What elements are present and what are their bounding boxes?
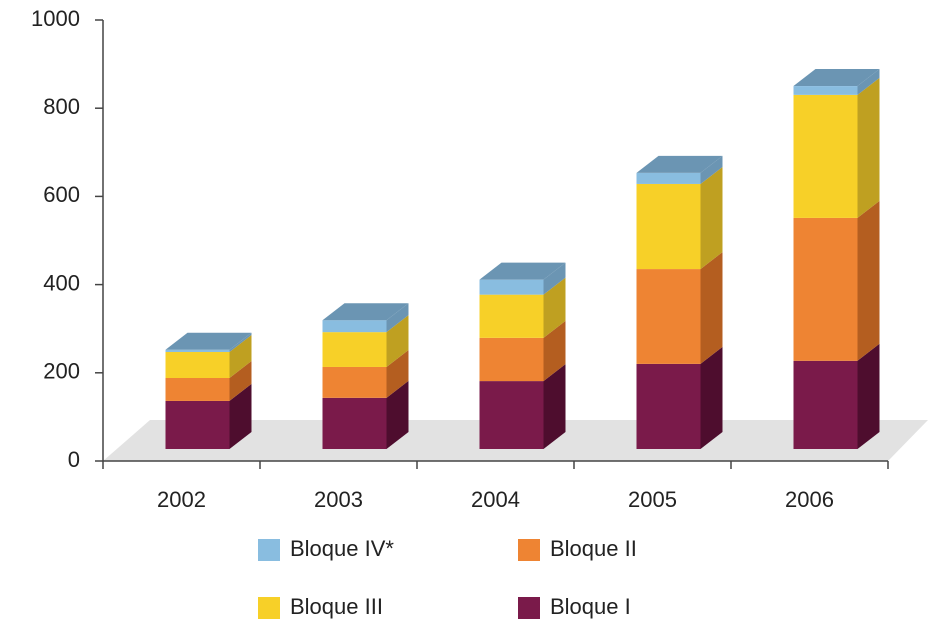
bar-top xyxy=(479,262,566,280)
bar-segment xyxy=(636,363,701,449)
bar-side xyxy=(857,69,880,95)
bar-side xyxy=(386,315,409,367)
bar-segment xyxy=(793,94,858,218)
x-tick-label: 2002 xyxy=(157,487,206,512)
bar-segment xyxy=(479,294,544,338)
bar-side xyxy=(386,303,409,333)
bar-segment xyxy=(636,172,701,184)
bar-top xyxy=(165,332,252,350)
y-tick-label: 600 xyxy=(43,182,80,207)
bar-side xyxy=(857,77,880,218)
bar-segment xyxy=(322,366,387,398)
bar-side xyxy=(229,383,252,449)
bar-side xyxy=(700,252,723,364)
bar-segment xyxy=(322,320,387,333)
bar-segment xyxy=(636,183,701,270)
legend-swatch xyxy=(258,597,280,619)
bar-segment xyxy=(322,332,387,367)
bar-segment xyxy=(479,337,544,382)
y-tick-label: 800 xyxy=(43,94,80,119)
bar-segment xyxy=(322,397,387,449)
legend-swatch xyxy=(518,539,540,561)
bar-segment xyxy=(165,351,230,378)
bar-side xyxy=(229,332,252,352)
bar-side xyxy=(386,349,409,398)
x-tick-label: 2003 xyxy=(314,487,363,512)
bar-segment xyxy=(793,217,858,361)
bar-side xyxy=(543,364,566,449)
legend-label: Bloque II xyxy=(550,536,637,561)
bar-segment xyxy=(793,86,858,95)
legend-swatch xyxy=(518,597,540,619)
legend-label: Bloque I xyxy=(550,594,631,619)
bar-side xyxy=(386,380,409,449)
bar-side xyxy=(543,262,566,295)
bar-segment xyxy=(479,279,544,295)
y-tick-label: 200 xyxy=(43,359,80,384)
x-tick-label: 2004 xyxy=(471,487,520,512)
x-tick-label: 2006 xyxy=(785,487,834,512)
x-tick-label: 2005 xyxy=(628,487,677,512)
bar-side xyxy=(543,277,566,338)
bar-side xyxy=(229,360,252,401)
bar-side xyxy=(700,346,723,449)
y-tick-label: 1000 xyxy=(31,6,80,31)
y-tick-label: 400 xyxy=(43,270,80,295)
bar-side xyxy=(700,166,723,270)
bar-segment xyxy=(479,381,544,449)
bar-top xyxy=(636,155,723,173)
bar-segment xyxy=(165,377,230,401)
legend-label: Bloque IV* xyxy=(290,536,394,561)
bar-side xyxy=(857,343,880,449)
bar-side xyxy=(857,200,880,361)
bar-segment xyxy=(793,360,858,449)
bar-side xyxy=(229,334,252,378)
y-tick-label: 0 xyxy=(68,447,80,472)
bar-segment xyxy=(165,349,230,352)
bar-segment xyxy=(636,269,701,364)
legend-swatch xyxy=(258,539,280,561)
bar-top xyxy=(322,303,409,321)
bar-side xyxy=(543,320,566,382)
bar-side xyxy=(700,155,723,184)
bar-top xyxy=(793,69,880,87)
legend-label: Bloque III xyxy=(290,594,383,619)
bar-segment xyxy=(165,400,230,449)
